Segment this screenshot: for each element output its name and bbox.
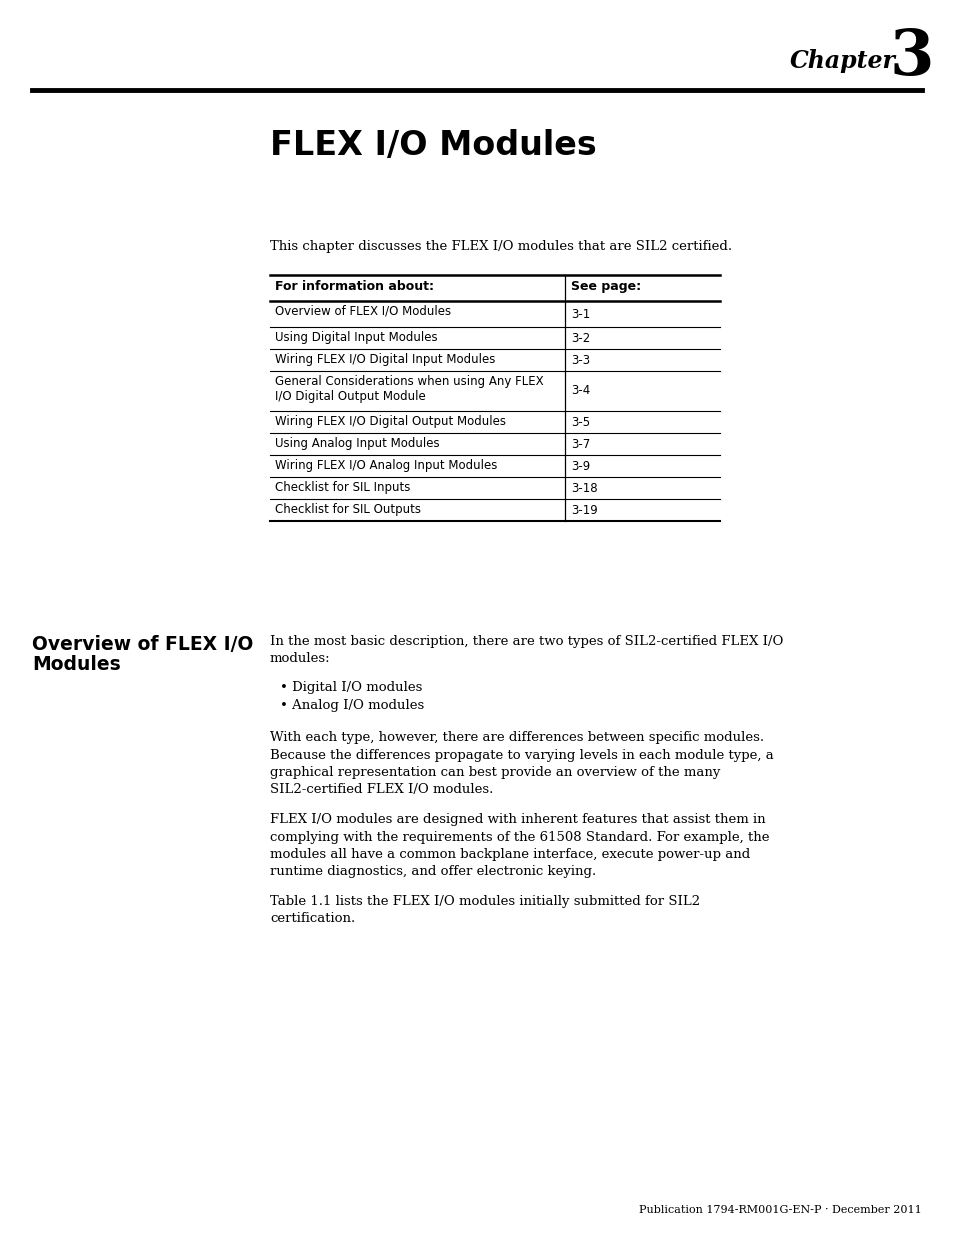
Text: Using Digital Input Modules: Using Digital Input Modules — [274, 331, 437, 345]
Text: Checklist for SIL Inputs: Checklist for SIL Inputs — [274, 480, 410, 494]
Text: 3-2: 3-2 — [571, 331, 590, 345]
Text: Checklist for SIL Outputs: Checklist for SIL Outputs — [274, 503, 420, 516]
Text: Wiring FLEX I/O Digital Output Modules: Wiring FLEX I/O Digital Output Modules — [274, 415, 505, 429]
Text: 3-3: 3-3 — [571, 353, 590, 367]
Text: General Considerations when using Any FLEX
I/O Digital Output Module: General Considerations when using Any FL… — [274, 375, 543, 403]
Text: In the most basic description, there are two types of SIL2-certified FLEX I/O
mo: In the most basic description, there are… — [270, 635, 782, 666]
Text: Table 1.1 lists the FLEX I/O modules initially submitted for SIL2
certification.: Table 1.1 lists the FLEX I/O modules ini… — [270, 895, 700, 925]
Text: With each type, however, there are differences between specific modules.
Because: With each type, however, there are diffe… — [270, 731, 773, 797]
Text: • Digital I/O modules: • Digital I/O modules — [280, 680, 422, 694]
Text: Chapter: Chapter — [789, 49, 895, 73]
Text: Using Analog Input Modules: Using Analog Input Modules — [274, 437, 439, 450]
Text: 3-9: 3-9 — [571, 459, 590, 473]
Text: FLEX I/O modules are designed with inherent features that assist them in
complyi: FLEX I/O modules are designed with inher… — [270, 813, 769, 878]
Text: Wiring FLEX I/O Digital Input Modules: Wiring FLEX I/O Digital Input Modules — [274, 353, 495, 366]
Text: FLEX I/O Modules: FLEX I/O Modules — [270, 128, 597, 162]
Text: 3-19: 3-19 — [571, 504, 598, 516]
Text: For information about:: For information about: — [274, 280, 434, 293]
Text: Modules: Modules — [32, 655, 121, 674]
Text: 3: 3 — [889, 27, 934, 88]
Text: • Analog I/O modules: • Analog I/O modules — [280, 699, 424, 713]
Text: This chapter discusses the FLEX I/O modules that are SIL2 certified.: This chapter discusses the FLEX I/O modu… — [270, 240, 731, 253]
Text: Wiring FLEX I/O Analog Input Modules: Wiring FLEX I/O Analog Input Modules — [274, 459, 497, 472]
Text: 3-1: 3-1 — [571, 308, 590, 321]
Text: Publication 1794-RM001G-EN-P · December 2011: Publication 1794-RM001G-EN-P · December … — [639, 1205, 921, 1215]
Text: Overview of FLEX I/O: Overview of FLEX I/O — [32, 635, 253, 655]
Text: 3-18: 3-18 — [571, 482, 597, 494]
Text: Overview of FLEX I/O Modules: Overview of FLEX I/O Modules — [274, 305, 451, 317]
Text: 3-5: 3-5 — [571, 415, 590, 429]
Text: See page:: See page: — [571, 280, 640, 293]
Text: 3-4: 3-4 — [571, 384, 590, 398]
Text: 3-7: 3-7 — [571, 437, 590, 451]
